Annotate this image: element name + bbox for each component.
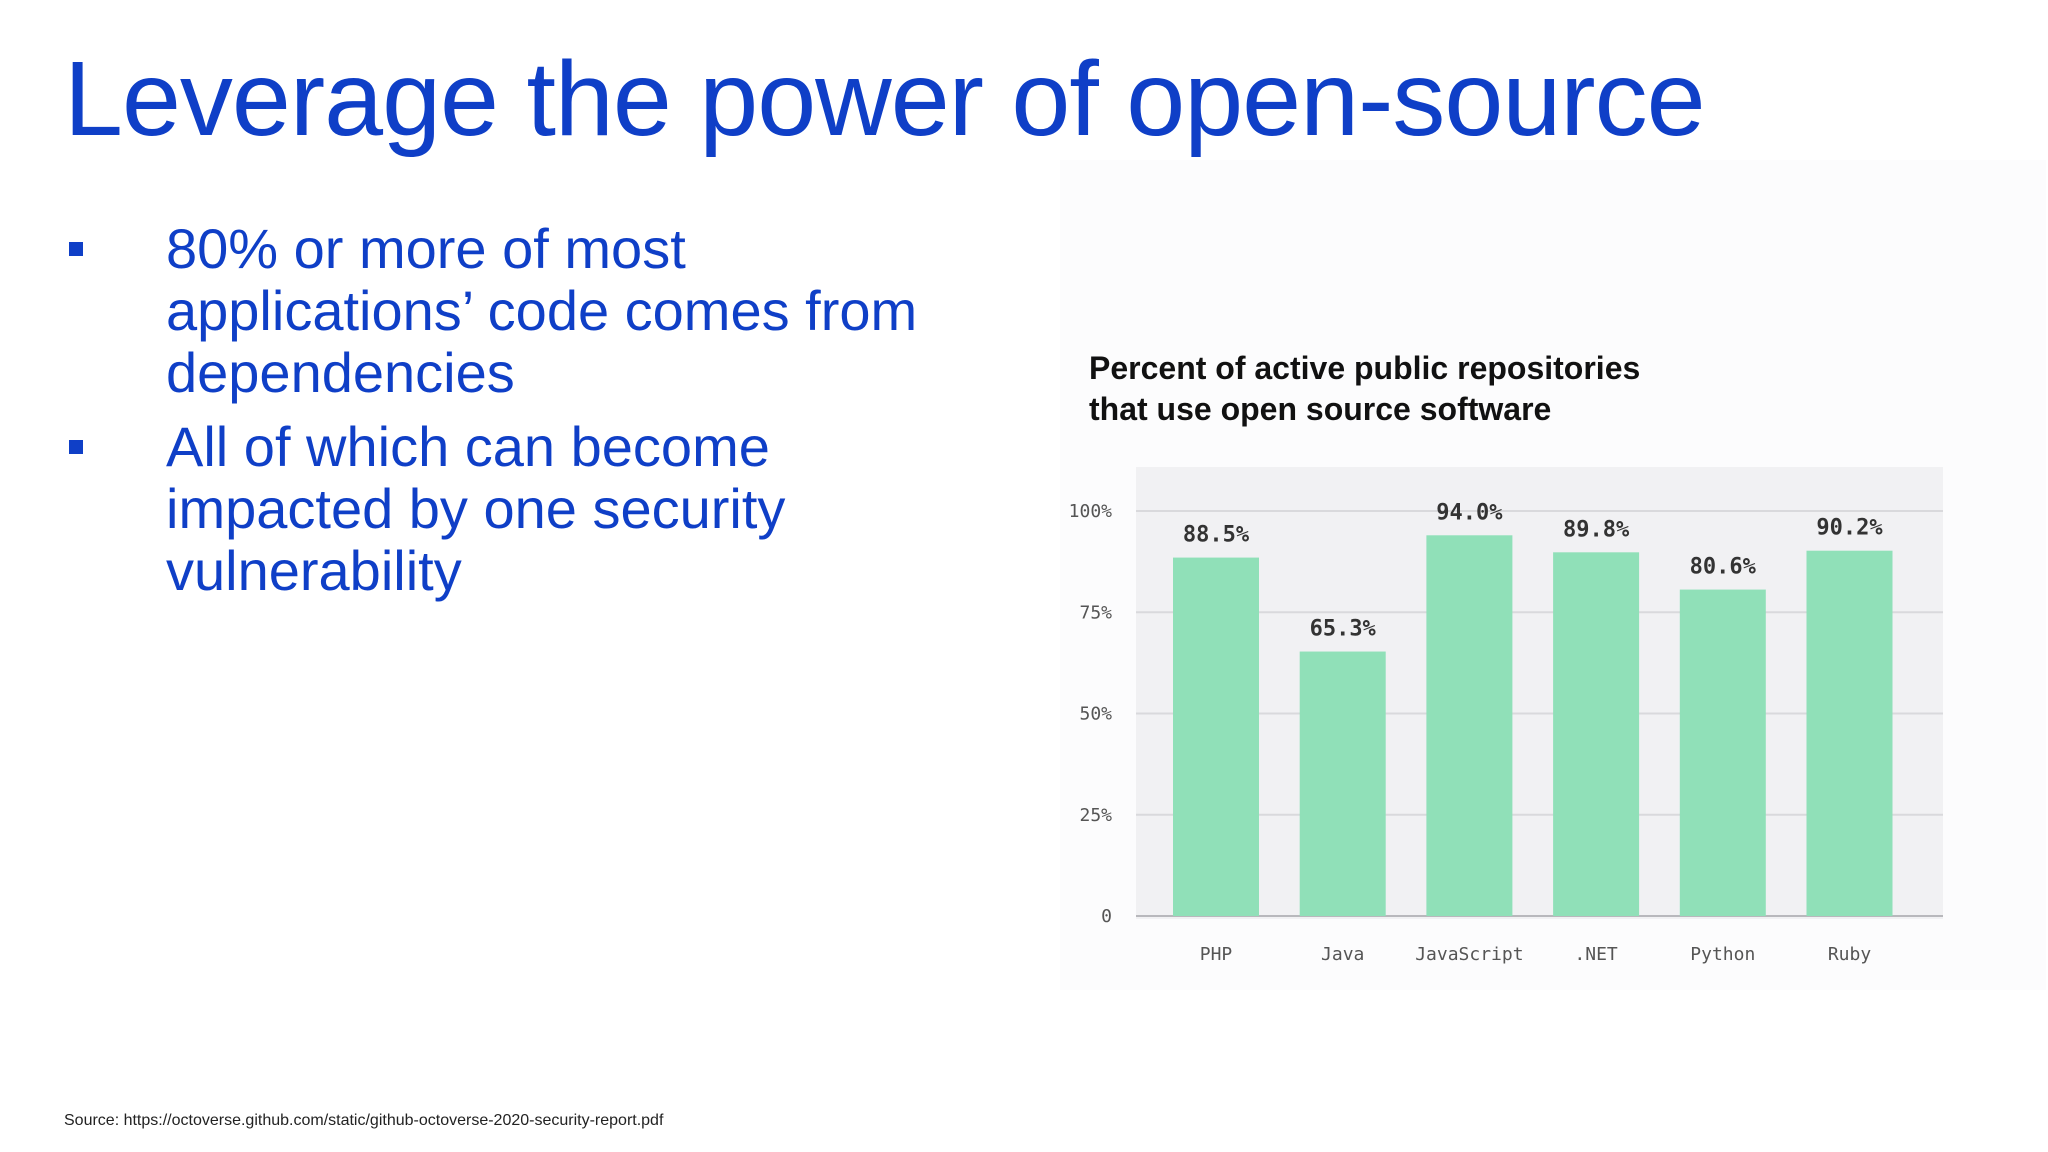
bar-value-label: 90.2%: [1816, 516, 1883, 541]
y-tick-label: 0: [1101, 906, 1112, 927]
x-category-label: Java: [1321, 944, 1364, 965]
bullet-text: All of which can become impacted by one …: [166, 415, 786, 602]
y-tick-label: 100%: [1069, 501, 1113, 522]
labels: 0 25% 50% 75% 100% 88.5% PHP 65.3% Java 94.0% Java…: [1069, 500, 1884, 965]
bullet-item: All of which can become impacted by one …: [64, 416, 964, 602]
bullet-square-icon: [69, 440, 83, 454]
chart-title: Percent of active public repositories th…: [1089, 350, 1641, 427]
y-tick-label: 50%: [1079, 704, 1112, 725]
x-category-label: JavaScript: [1415, 944, 1523, 965]
slide-title: Leverage the power of open-source: [64, 40, 1706, 158]
y-tick-label: 75%: [1079, 602, 1112, 623]
bullet-square-icon: [69, 242, 83, 256]
x-category-label: Ruby: [1828, 944, 1872, 965]
bar: [1553, 552, 1640, 916]
bar: [1806, 550, 1893, 916]
x-category-label: Python: [1690, 944, 1755, 965]
source-note: Source: https://octoverse.github.com/sta…: [64, 1112, 664, 1129]
bars: [1173, 535, 1893, 916]
bar-value-label: 65.3%: [1310, 617, 1377, 642]
bar: [1426, 535, 1513, 916]
bar-value-label: 89.8%: [1563, 517, 1630, 542]
bar: [1679, 589, 1766, 916]
bullet-list: 80% or more of most applications’ code c…: [64, 218, 964, 614]
y-tick-label: 25%: [1079, 805, 1112, 826]
bar-value-label: 94.0%: [1436, 500, 1503, 525]
bullet-text: 80% or more of most applications’ code c…: [166, 217, 918, 404]
x-category-label: .NET: [1574, 944, 1618, 965]
x-category-label: PHP: [1200, 944, 1233, 965]
bar: [1299, 651, 1386, 916]
bar-value-label: 80.6%: [1690, 555, 1757, 580]
bullet-item: 80% or more of most applications’ code c…: [64, 218, 964, 404]
bar: [1173, 557, 1259, 916]
bar-value-label: 88.5%: [1183, 523, 1250, 548]
